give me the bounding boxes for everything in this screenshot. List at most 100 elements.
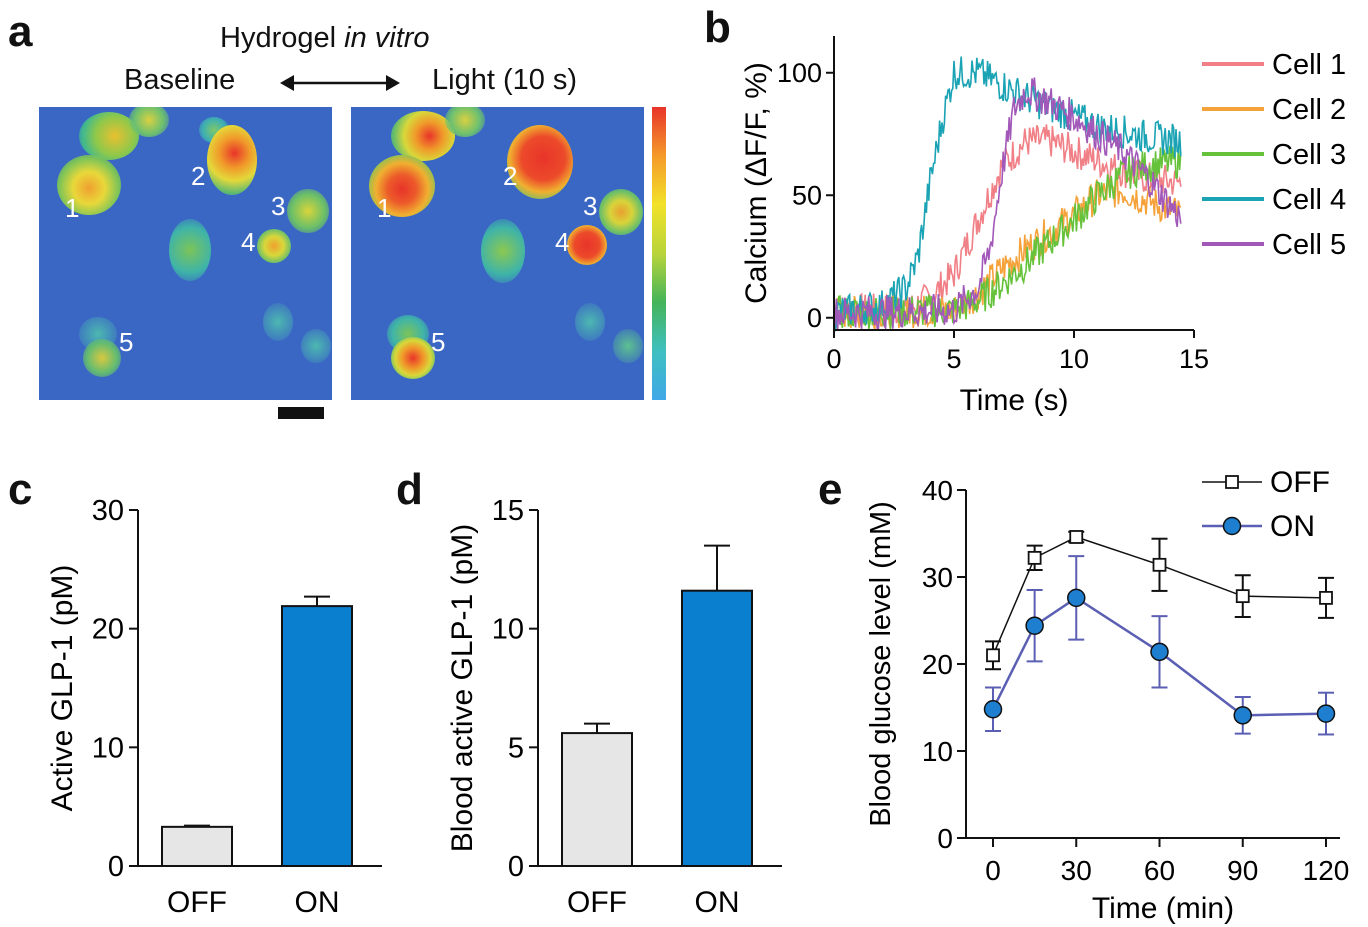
cell-blob — [599, 189, 643, 235]
x-axis-label: Time (min) — [1092, 892, 1234, 925]
cell-label-3: 3 — [271, 191, 286, 221]
panel-e-letter: e — [818, 465, 843, 514]
colorbar — [652, 107, 666, 400]
legend-label-cell-4: Cell 4 — [1272, 184, 1346, 216]
cell-label-1: 1 — [377, 193, 392, 223]
x-tick-label: 30 — [1061, 855, 1092, 886]
panel-d-letter: d — [396, 465, 423, 514]
bar-on — [681, 589, 753, 868]
legend-label-cell-1: Cell 1 — [1272, 49, 1346, 81]
glucose-line-chart: 0 10 20 30 40 0 30 60 90 120 Time (min) Blood gluco… — [865, 466, 1350, 925]
x-axis-label: Time (s) — [960, 384, 1069, 417]
cell-blob — [169, 219, 211, 281]
legend-label-cell-2: Cell 2 — [1272, 94, 1346, 126]
y-tick-label: 15 — [492, 495, 524, 527]
cell-label-2: 2 — [191, 161, 206, 191]
data-point-off — [1152, 557, 1167, 572]
data-point-on — [1025, 616, 1044, 635]
data-point-on — [1067, 588, 1086, 608]
cell-blob — [207, 125, 257, 195]
x-tick-label: 0 — [826, 344, 841, 374]
trace-cell-5 — [833, 77, 1182, 332]
legend-marker-on — [1222, 516, 1242, 536]
y-axis-label: Blood active GLP-1 (pM) — [446, 524, 479, 852]
panel-a-title: Hydrogel in vitro — [220, 24, 430, 53]
cell-blob — [263, 303, 293, 341]
glp1-bar-chart: OFF ON 0 10 20 30 Active GLP-1 (pM) — [46, 495, 382, 919]
data-point-off — [986, 648, 1000, 663]
cell-label-1: 1 — [65, 193, 80, 223]
y-tick-label: 0 — [807, 303, 822, 333]
cell-blob — [391, 337, 435, 379]
cell-blob — [83, 339, 121, 377]
series-line-on — [991, 596, 1327, 717]
data-point-off — [1235, 589, 1250, 604]
panel-a-letter: a — [8, 7, 33, 56]
legend-marker-off — [1225, 475, 1239, 489]
x-tick-label: 10 — [1059, 344, 1089, 374]
legend-label-on: ON — [1270, 510, 1315, 543]
panel-b-letter: b — [704, 3, 731, 52]
cell-blob — [287, 189, 329, 233]
blood-glp1-bar-chart: OFF ON 0 5 10 15 Blood active GLP-1 (pM) — [446, 495, 782, 919]
series-line-off — [992, 536, 1327, 656]
data-point-on — [1150, 642, 1169, 662]
y-axis-label: Calcium (ΔF/F, %) — [740, 62, 773, 304]
double-arrow-icon — [280, 75, 400, 91]
bar-on — [281, 605, 353, 868]
bar-off — [161, 825, 233, 867]
legend-label-cell-5: Cell 5 — [1272, 229, 1346, 261]
y-tick-label: 40 — [922, 475, 953, 506]
cell-blob — [481, 219, 525, 283]
bar-off — [561, 732, 633, 867]
cell-label-4: 4 — [241, 227, 256, 257]
trace-cell-4 — [833, 56, 1182, 332]
panel-a-title-italic: in vitro — [344, 22, 430, 54]
x-tick-label: 5 — [946, 344, 961, 374]
data-point-on — [983, 699, 1003, 719]
y-axis-label: Blood glucose level (mM) — [865, 501, 897, 827]
cell-blob — [257, 229, 291, 263]
legend-label-cell-3: Cell 3 — [1272, 139, 1346, 171]
cell-blob — [613, 329, 643, 363]
cell-label-5: 5 — [431, 327, 446, 357]
x-tick-label: 120 — [1303, 855, 1350, 886]
y-tick-label: 10 — [92, 732, 124, 764]
y-tick-label: 20 — [92, 614, 124, 646]
data-point-off — [1069, 530, 1084, 544]
legend-label-off: OFF — [1270, 466, 1330, 499]
cell-blob — [369, 155, 435, 217]
data-point-off — [1027, 550, 1042, 565]
category-label: ON — [695, 886, 740, 919]
cell-blob — [575, 303, 605, 341]
cell-blob — [391, 111, 455, 161]
panel-c-letter: c — [8, 465, 33, 514]
y-tick-label: 50 — [792, 180, 822, 210]
cell-blob — [445, 107, 485, 137]
cell-blob — [301, 329, 331, 363]
y-tick-label: 100 — [777, 58, 822, 88]
scale-bar — [278, 407, 324, 419]
data-point-on — [1316, 704, 1336, 723]
data-point-off — [1319, 590, 1333, 605]
baseline-micrograph: 1 2 3 4 5 — [39, 107, 332, 400]
data-point-on — [1233, 706, 1252, 725]
x-tick-label: 60 — [1144, 855, 1175, 886]
baseline-label: Baseline — [124, 64, 236, 96]
cell-blob — [567, 225, 607, 265]
category-label: OFF — [167, 886, 227, 919]
y-tick-label: 30 — [92, 495, 124, 527]
category-label: ON — [295, 886, 340, 919]
y-tick-label: 10 — [492, 614, 524, 646]
y-tick-label: 10 — [922, 736, 953, 767]
x-tick-label: 0 — [985, 855, 1001, 886]
cell-label-3: 3 — [583, 191, 598, 221]
cell-label-4: 4 — [555, 227, 570, 257]
calcium-chart: 0 50 100 0 5 10 15 Time (s) Calcium (ΔF/F, %) Cel… — [740, 36, 1346, 417]
cell-blob — [507, 125, 573, 199]
light-micrograph: 1 2 3 4 5 — [351, 107, 644, 400]
cell-label-2: 2 — [503, 161, 518, 191]
y-tick-label: 0 — [108, 851, 124, 883]
y-axis-label: Active GLP-1 (pM) — [46, 565, 79, 812]
x-tick-label: 90 — [1227, 855, 1258, 886]
